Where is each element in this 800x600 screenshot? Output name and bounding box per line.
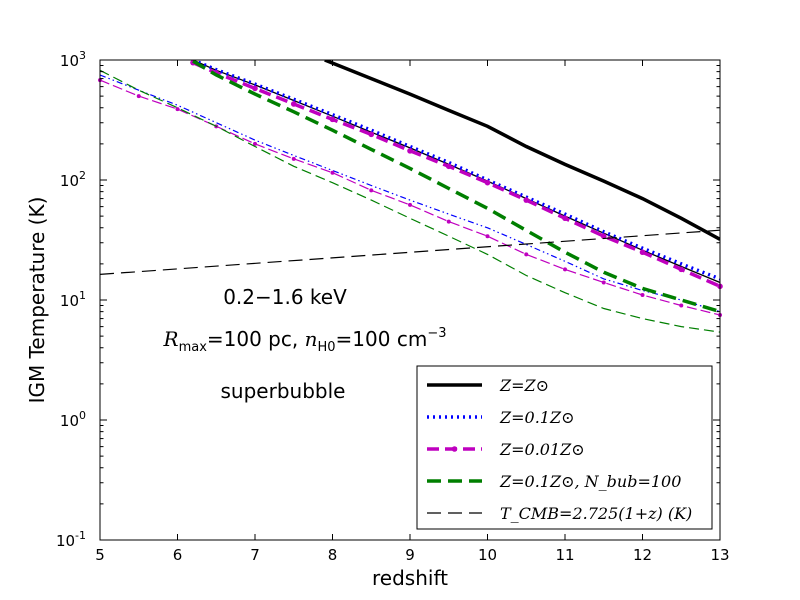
x-axis-title: redshift <box>372 566 448 590</box>
series-marker-5 <box>563 267 567 272</box>
y-tick-label: 102 <box>60 169 86 190</box>
series-line-8 <box>100 229 720 275</box>
ticks-layer: 5 6 7 8 9 10 11 12 13 10-1 100 101 102 103 <box>56 49 730 564</box>
series-marker-5 <box>679 303 684 308</box>
series-line-6 <box>192 60 720 314</box>
series-marker-5 <box>291 156 296 161</box>
x-tick-label: 7 <box>250 546 260 564</box>
legend: Z=Z⊙ Z=0.1Z⊙ Z=0.01Z⊙ Z=0.1Z⊙, N_bub=100 T_C… <box>416 365 713 530</box>
legend-label-4: T_CMB=2.725(1+z) (K) <box>500 504 692 523</box>
x-tick-label: 12 <box>633 546 652 564</box>
legend-label-3: Z=0.1Z⊙, N_bub=100 <box>499 472 681 491</box>
series-marker-4 <box>639 249 646 256</box>
model-annotation: superbubble <box>221 379 346 403</box>
x-tick-label: 13 <box>710 546 729 564</box>
series-marker-5 <box>136 94 141 99</box>
series-marker-5 <box>408 202 412 207</box>
series-marker-5 <box>446 219 451 224</box>
series-marker-4 <box>329 116 336 123</box>
energy-band-annotation: 0.2−1.6 keV <box>223 285 347 309</box>
y-tick-label: 100 <box>60 409 86 430</box>
x-tick-label: 5 <box>95 546 105 564</box>
legend-label-0: Z=Z⊙ <box>499 376 549 395</box>
y-tick-label: 103 <box>60 49 86 70</box>
legend-marker-2 <box>451 446 458 452</box>
x-tick-label: 11 <box>555 546 574 564</box>
x-tick-label: 9 <box>405 546 415 564</box>
series-line-0 <box>324 60 720 241</box>
series-layer <box>98 59 723 333</box>
series-marker-4 <box>562 215 568 222</box>
legend-label-1: Z=0.1Z⊙ <box>499 408 575 427</box>
legend-items: Z=Z⊙ Z=0.1Z⊙ Z=0.01Z⊙ Z=0.1Z⊙, N_bub=100 T_C… <box>427 376 692 523</box>
y-tick-label: 10-1 <box>56 529 86 550</box>
x-tick-label: 8 <box>328 546 338 564</box>
x-tick-label: 10 <box>478 546 497 564</box>
series-marker-5 <box>485 234 490 239</box>
series-marker-5 <box>524 252 529 257</box>
legend-label-2: Z=0.01Z⊙ <box>499 440 585 459</box>
series-marker-5 <box>601 280 606 285</box>
series-marker-5 <box>330 170 335 175</box>
series-marker-5 <box>640 293 645 298</box>
series-marker-5 <box>369 188 374 193</box>
series-line-3 <box>100 74 720 313</box>
y-axis-title: IGM Temperature (K) <box>25 197 49 404</box>
series-marker-4 <box>484 179 491 186</box>
series-marker-4 <box>407 148 413 154</box>
series-marker-4 <box>600 233 607 240</box>
series-marker-4 <box>445 163 452 170</box>
series-marker-4 <box>368 131 375 138</box>
series-marker-5 <box>175 107 180 112</box>
series-marker-4 <box>678 266 685 273</box>
series-marker-4 <box>252 85 258 92</box>
y-tick-label: 101 <box>60 289 86 310</box>
series-marker-5 <box>253 141 257 146</box>
series-line-7 <box>100 69 720 333</box>
series-marker-4 <box>290 101 297 107</box>
series-marker-4 <box>523 197 530 203</box>
parameters-annotation: Rmax=100 pc, nH0=100 cm−3 <box>163 326 447 355</box>
x-tick-label: 6 <box>173 546 183 564</box>
